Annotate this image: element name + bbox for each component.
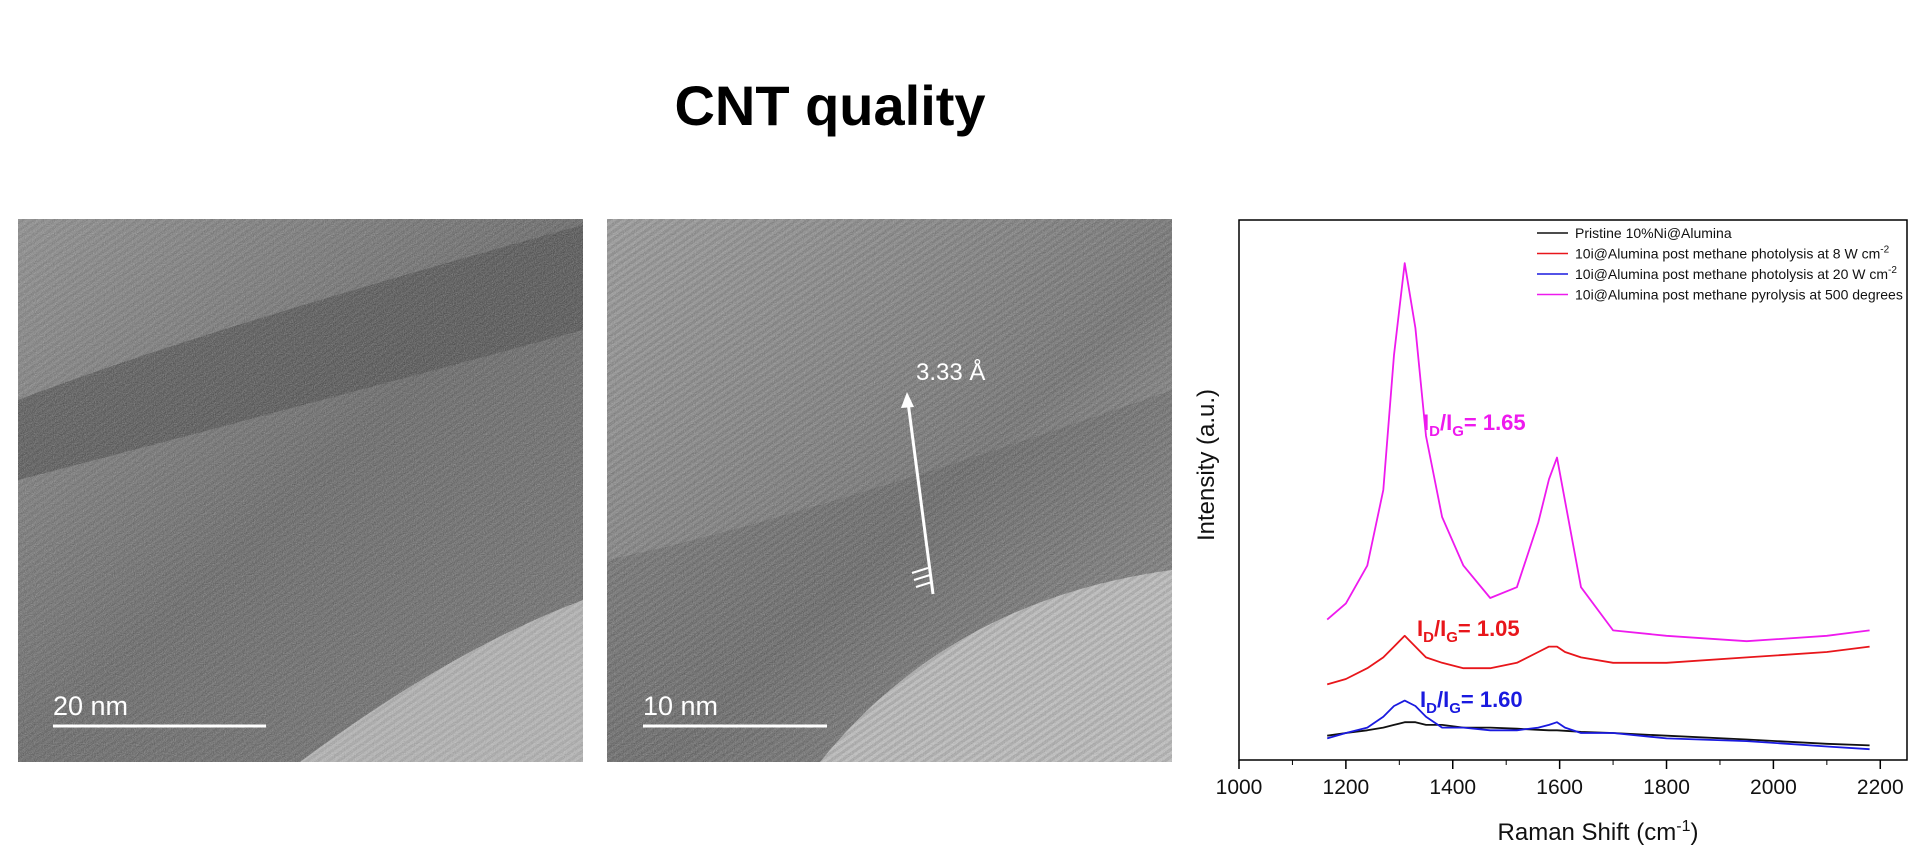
legend-name: 10i@Alumina post methane pyrolysis at 50…	[1575, 287, 1903, 303]
hrtem-image: 3.33 Å 10 nm	[607, 219, 1172, 762]
legend-entry: Pristine 10%Ni@Alumina	[1575, 225, 1732, 241]
x-tick-label: 1400	[1429, 776, 1476, 799]
annotation-part: G	[1449, 700, 1461, 717]
x-axis-label-text: Raman Shift (cm	[1498, 819, 1677, 846]
plot-frame	[1238, 219, 1908, 761]
annotation-part: I	[1420, 687, 1426, 712]
series-line	[1326, 699, 1870, 751]
tem-image: 20 nm	[18, 219, 583, 762]
x-tick-label: 1200	[1323, 776, 1370, 799]
series-line	[1327, 721, 1870, 747]
x-axis-label: Raman Shift (cm-1)	[1498, 818, 1699, 846]
legend-name: 10i@Alumina post methane photolysis at 2…	[1575, 266, 1888, 282]
legend-entry: 10i@Alumina post methane pyrolysis at 50…	[1575, 287, 1903, 303]
x-tick-label: 1000	[1216, 776, 1263, 799]
x-axis-label-end: )	[1690, 819, 1698, 846]
legend-sup: -2	[1888, 265, 1897, 276]
legend-sup: -2	[1880, 245, 1889, 256]
annotation-part: /I	[1434, 616, 1446, 641]
lattice-spacing: 3.33 Å	[916, 358, 985, 386]
scale-bar-label: 20 nm	[53, 691, 128, 721]
annotation-part: /I	[1440, 410, 1452, 435]
x-tick-label: 1800	[1643, 776, 1690, 799]
slide-title: CNT quality	[674, 74, 985, 137]
x-axis-label-sup: -1	[1676, 818, 1690, 835]
x-tick-label: 2200	[1857, 776, 1904, 799]
legend-entry: 10i@Alumina post methane photolysis at 2…	[1575, 265, 1897, 282]
ratio-annotation: ID/IG= 1.05	[1417, 616, 1520, 646]
ratio-annotation: ID/IG= 1.60	[1420, 687, 1523, 717]
annotation-part: = 1.65	[1464, 410, 1526, 435]
annotation-part: I	[1423, 410, 1429, 435]
y-axis-label: Intensity (a.u.)	[1193, 389, 1220, 541]
annotation-part: D	[1426, 700, 1437, 717]
annotation-part: I	[1417, 616, 1423, 641]
scale-bar-label: 10 nm	[643, 691, 718, 721]
annotation-part: G	[1452, 423, 1464, 440]
annotation-part: D	[1423, 629, 1434, 646]
series-line	[1326, 262, 1870, 643]
x-tick-label: 1600	[1536, 776, 1583, 799]
legend-name: 10i@Alumina post methane photolysis at 8…	[1575, 246, 1880, 262]
annotation-part: = 1.60	[1461, 687, 1523, 712]
annotation-part: G	[1446, 629, 1458, 646]
annotation-part: = 1.05	[1458, 616, 1520, 641]
legend-entry: 10i@Alumina post methane photolysis at 8…	[1575, 245, 1890, 262]
ratio-annotation: ID/IG= 1.65	[1423, 410, 1526, 440]
x-tick-label: 2000	[1750, 776, 1797, 799]
legend-name: Pristine 10%Ni@Alumina	[1575, 225, 1732, 241]
annotation-part: D	[1429, 423, 1440, 440]
series-line	[1326, 634, 1870, 686]
raman-chart: 1000 1200 1400 1600 1800 2000 2200 Raman Shift …	[1193, 219, 1908, 846]
annotation-part: /I	[1437, 687, 1449, 712]
